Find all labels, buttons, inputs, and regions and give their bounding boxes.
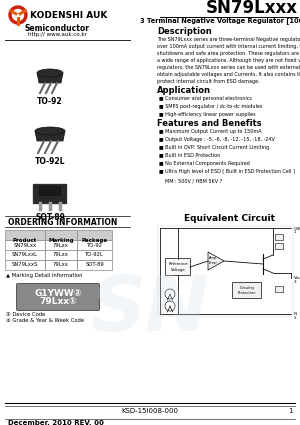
- Bar: [5, 260, 45, 270]
- Text: SN79LxxL: SN79LxxL: [12, 252, 38, 258]
- Text: Marking: Marking: [48, 238, 74, 243]
- Polygon shape: [35, 131, 65, 141]
- Bar: [45, 250, 77, 260]
- Text: Amp: Amp: [209, 256, 217, 260]
- FancyBboxPatch shape: [33, 184, 67, 204]
- Circle shape: [165, 289, 175, 299]
- Text: ORDERING INFORMATION: ORDERING INFORMATION: [8, 218, 117, 227]
- Polygon shape: [208, 252, 224, 270]
- Text: 1: 1: [294, 230, 296, 234]
- Bar: [45, 240, 77, 250]
- Text: Product: Product: [13, 238, 37, 243]
- Text: ■ High-efficiency linear power supplies: ■ High-efficiency linear power supplies: [159, 111, 256, 116]
- Text: Equivalent Circuit: Equivalent Circuit: [184, 213, 275, 223]
- Text: The SN79Lxxx series are three-terminal Negative regulators providing: The SN79Lxxx series are three-terminal N…: [157, 37, 300, 42]
- Text: 3: 3: [294, 280, 297, 284]
- Text: MM : 500V / HBM 5KV ?: MM : 500V / HBM 5KV ?: [165, 178, 222, 184]
- Text: Description: Description: [157, 26, 212, 36]
- Text: Voltage: Voltage: [171, 268, 185, 272]
- Text: TO-92L: TO-92L: [85, 252, 104, 258]
- Text: SN79LxxS: SN79LxxS: [12, 263, 38, 267]
- Text: 2: 2: [294, 316, 297, 320]
- Text: ■ Output Voltage : -5, -6, -8, -12, -15, -18, -24V: ■ Output Voltage : -5, -6, -8, -12, -15,…: [159, 136, 275, 142]
- Text: 79Lxx: 79Lxx: [53, 243, 69, 247]
- Bar: [275, 286, 283, 292]
- Text: Circuitry: Circuitry: [239, 286, 255, 289]
- Circle shape: [13, 9, 23, 20]
- Text: a wide range of applications. Although they are not fixed voltage: a wide range of applications. Although t…: [157, 57, 300, 62]
- Text: 79Lxx①: 79Lxx①: [39, 297, 77, 306]
- Bar: [45, 260, 77, 270]
- Text: ■ Consumer and personal electronics: ■ Consumer and personal electronics: [159, 96, 252, 100]
- Text: shutdowns and safe area protection. These regulators are useful in: shutdowns and safe area protection. Thes…: [157, 51, 300, 56]
- Ellipse shape: [37, 69, 63, 77]
- Bar: [77, 240, 112, 250]
- Bar: [5, 240, 45, 250]
- Bar: [5, 230, 45, 240]
- Text: ■ Ultra High level of ESD [ Built in ESD Protection Cell ]: ■ Ultra High level of ESD [ Built in ESD…: [159, 168, 295, 173]
- Text: regulators, the SN79Lxxx series can be used with external components to: regulators, the SN79Lxxx series can be u…: [157, 65, 300, 70]
- Text: ▲ Marking Detail Information: ▲ Marking Detail Information: [6, 272, 82, 278]
- Bar: [77, 230, 112, 240]
- Circle shape: [165, 301, 175, 311]
- Text: SN79Lxx: SN79Lxx: [14, 243, 37, 247]
- Text: ■ SMPS post-regulator / dc-to-dc modules: ■ SMPS post-regulator / dc-to-dc modules: [159, 104, 262, 108]
- Bar: [275, 234, 283, 240]
- Text: 79Lxx: 79Lxx: [53, 252, 69, 258]
- Bar: [158, 226, 293, 316]
- Text: SOT-89: SOT-89: [35, 212, 65, 221]
- Text: G1YWW②: G1YWW②: [34, 289, 82, 298]
- Text: Vout: Vout: [294, 276, 300, 280]
- Bar: [275, 243, 283, 249]
- Text: TO-92: TO-92: [86, 243, 103, 247]
- Text: ■ Built in ESD Protection: ■ Built in ESD Protection: [159, 153, 220, 158]
- FancyBboxPatch shape: [232, 283, 262, 298]
- Text: protect internal circuit from ESD damage.: protect internal circuit from ESD damage…: [157, 79, 260, 83]
- Polygon shape: [37, 73, 63, 83]
- Text: 1: 1: [289, 408, 293, 414]
- Text: Protection: Protection: [238, 292, 256, 295]
- FancyBboxPatch shape: [166, 258, 190, 275]
- Bar: [77, 250, 112, 260]
- Text: December, 2010 REV. 00: December, 2010 REV. 00: [8, 420, 104, 425]
- Text: KODENSHI AUK: KODENSHI AUK: [30, 11, 107, 20]
- FancyBboxPatch shape: [40, 187, 61, 196]
- Text: GND: GND: [294, 227, 300, 231]
- Text: obtain adjustable voltages and Currents. It also contains the TCE Cell to: obtain adjustable voltages and Currents.…: [157, 71, 300, 76]
- Text: ① Device Code: ① Device Code: [6, 312, 45, 317]
- Text: Features and Benefits: Features and Benefits: [157, 119, 262, 128]
- Text: IN: IN: [294, 312, 298, 316]
- Text: ■ No External Components Required: ■ No External Components Required: [159, 161, 250, 165]
- Text: ■ Built in OVP: Short Circuit Current Limiting: ■ Built in OVP: Short Circuit Current Li…: [159, 144, 269, 150]
- Bar: [45, 230, 77, 240]
- Text: http:// www.auk.co.kr: http:// www.auk.co.kr: [28, 31, 86, 37]
- Text: SN: SN: [91, 273, 209, 347]
- FancyBboxPatch shape: [16, 283, 100, 311]
- Text: over 100mA output current with internal current limiting, thermal: over 100mA output current with internal …: [157, 43, 300, 48]
- Bar: [77, 260, 112, 270]
- Text: TO-92: TO-92: [37, 96, 63, 105]
- Text: ② Grade & Year & Week Code: ② Grade & Year & Week Code: [6, 318, 84, 323]
- Text: Error: Error: [208, 261, 217, 265]
- Text: TO-92L: TO-92L: [35, 156, 65, 165]
- Text: Package: Package: [81, 238, 108, 243]
- Text: 3 Terminal Negative Voltage Regulator [100mA]: 3 Terminal Negative Voltage Regulator [1…: [140, 17, 300, 25]
- Text: Reference: Reference: [168, 262, 188, 266]
- Ellipse shape: [35, 127, 65, 135]
- Text: Semiconductor: Semiconductor: [25, 23, 89, 32]
- Text: KSD-15I008-000: KSD-15I008-000: [122, 408, 178, 414]
- Bar: [5, 250, 45, 260]
- Text: Application: Application: [157, 85, 211, 94]
- Text: ■ Maximum Output Current up to 150mA: ■ Maximum Output Current up to 150mA: [159, 128, 262, 133]
- Circle shape: [9, 6, 27, 24]
- Text: SOT-89: SOT-89: [85, 263, 104, 267]
- Text: 79Lxx: 79Lxx: [53, 263, 69, 267]
- Text: SN79Lxxx: SN79Lxxx: [206, 0, 298, 17]
